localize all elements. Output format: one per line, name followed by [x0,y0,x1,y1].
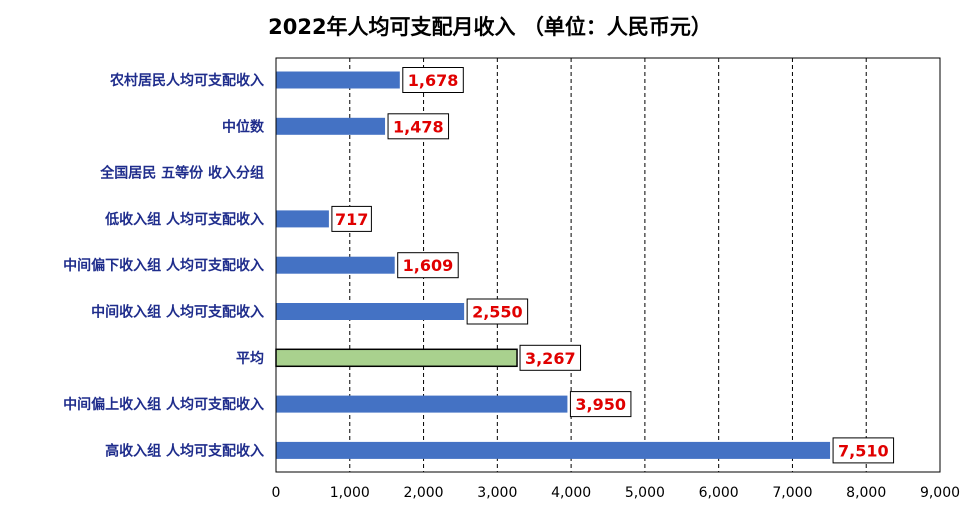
category-label: 中间偏下收入组 人均可支配收入 [63,257,264,274]
data-label-box [569,391,632,418]
data-label-box [832,437,895,464]
bar [276,256,395,274]
bar [276,210,329,228]
x-tick-label: 7,000 [772,485,812,501]
data-label: 3,950 [575,395,626,414]
bar [276,303,465,320]
bar [276,395,568,413]
bar [275,348,518,368]
x-tick-label: 2,000 [404,485,444,501]
category-label: 平均 [236,350,264,367]
data-label: 1,609 [403,256,454,275]
data-label-box [519,344,582,371]
data-label: 717 [335,210,368,229]
data-label: 1,478 [393,117,444,136]
category-label: 高收入组 人均可支配收入 [105,442,264,459]
data-label-box [402,67,464,93]
x-tick-label: 5,000 [625,485,665,501]
data-label-box [466,298,529,325]
x-tick-label: 4,000 [551,485,591,501]
category-label: 农村居民人均可支配收入 [109,72,264,89]
category-label: 低收入组 人均可支配收入 [104,211,264,228]
bar [276,71,400,89]
data-label: 2,550 [472,303,523,322]
data-label: 3,267 [525,349,576,368]
category-label: 中间收入组 人均可支配收入 [91,304,264,321]
plot-area-border [275,57,941,473]
data-label: 7,510 [838,441,889,460]
category-label: 全国居民 五等份 收入分组 [99,165,264,182]
x-tick-label: 1,000 [330,485,370,501]
data-label: 1,678 [408,71,459,90]
category-label: 中位数 [222,118,265,135]
data-label-box [397,252,459,279]
bar [276,117,386,135]
bar [276,441,831,459]
x-tick-label: 9,000 [920,485,960,501]
data-label-box [387,113,450,140]
category-label: 中间偏上收入组 人均可支配收入 [63,396,264,413]
x-tick-label: 6,000 [699,485,739,501]
x-tick-label: 8,000 [846,485,886,501]
x-tick-label: 0 [272,485,281,501]
data-label-box [331,205,372,232]
x-tick-label: 3,000 [477,485,517,501]
chart-title: 2022年人均可支配月收入 （单位：人民币元） [268,15,712,39]
